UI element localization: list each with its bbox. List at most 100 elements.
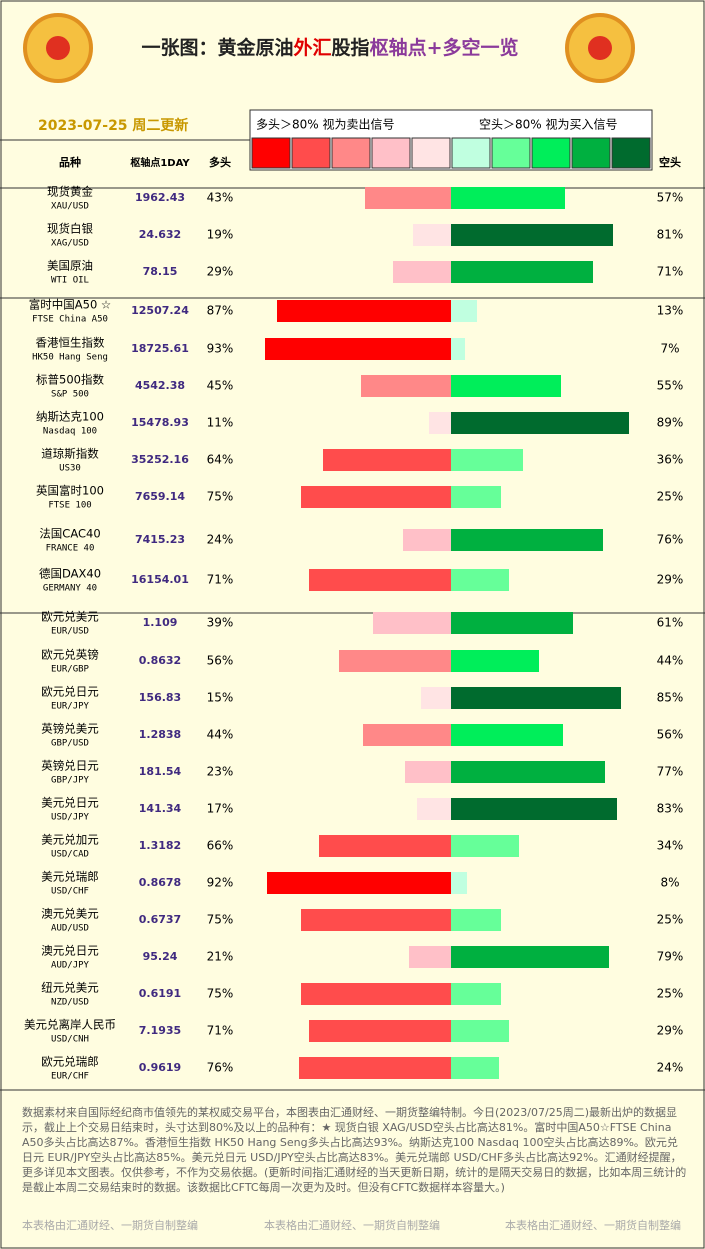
long-bar (339, 650, 451, 672)
long-bar (363, 724, 451, 746)
code: US30 (59, 464, 81, 474)
name: 欧元兑瑞郎 (41, 1055, 99, 1069)
short-bar (451, 529, 603, 551)
pivot: 16154.01 (131, 573, 189, 586)
long-bar (413, 224, 451, 246)
legend-text: 空头＞80% 视为买入信号 (479, 117, 618, 132)
short-label: 83% (657, 802, 684, 816)
pivot: 181.54 (139, 765, 182, 778)
long-label: 75% (207, 913, 234, 927)
short-bar (451, 412, 629, 434)
title: 一张图：黄金原油外汇股指枢轴点+多空一览 (142, 36, 519, 59)
short-bar (451, 798, 617, 820)
title-part: 枢轴点+多空一览 (370, 36, 519, 59)
name: 纳斯达克100 (36, 410, 104, 424)
code: S&P 500 (51, 390, 89, 400)
long-label: 44% (207, 728, 234, 742)
name: 欧元兑美元 (41, 610, 99, 624)
short-bar (451, 909, 501, 931)
long-label: 21% (207, 950, 234, 964)
column-header: 品种 (59, 155, 81, 169)
name: 澳元兑日元 (41, 944, 99, 958)
code: USD/CHF (51, 887, 89, 897)
long-bar (393, 261, 451, 283)
short-bar (451, 569, 509, 591)
name: 欧元兑日元 (41, 685, 99, 699)
long-label: 71% (207, 1024, 234, 1038)
pivot: 15478.93 (131, 416, 189, 429)
long-bar (429, 412, 451, 434)
short-bar (451, 187, 565, 209)
short-bar (451, 449, 523, 471)
long-label: 15% (207, 691, 234, 705)
long-label: 56% (207, 654, 234, 668)
pivot: 1962.43 (135, 191, 185, 204)
long-bar (309, 1020, 451, 1042)
legend-swatch (491, 137, 531, 169)
code: Nasdaq 100 (43, 427, 97, 437)
name: 富时中国A50 ☆ (29, 298, 111, 312)
pivot: 18725.61 (131, 342, 189, 355)
code: USD/CAD (51, 850, 89, 860)
long-label: 75% (207, 987, 234, 1001)
short-bar (451, 835, 519, 857)
name: 现货白银 (47, 222, 93, 236)
long-label: 24% (207, 533, 234, 547)
legend-swatch (611, 137, 651, 169)
long-bar (301, 486, 451, 508)
long-label: 19% (207, 228, 234, 242)
name: 英国富时100 (36, 484, 104, 498)
pivot: 0.6737 (139, 913, 181, 926)
code: FTSE China A50 (32, 315, 108, 325)
credit: 本表格由汇通财经、一期货自制整编 (264, 1219, 440, 1232)
credit: 本表格由汇通财经、一期货自制整编 (505, 1219, 681, 1232)
pivot: 1.2838 (139, 728, 181, 741)
code: FRANCE 40 (46, 544, 95, 554)
short-label: 57% (657, 191, 684, 205)
short-bar (451, 338, 465, 360)
name: 美元兑离岸人民币 (24, 1018, 116, 1032)
code: HK50 Hang Seng (32, 353, 108, 363)
name: 美元兑瑞郎 (41, 870, 99, 884)
code: EUR/GBP (51, 665, 90, 675)
long-bar (373, 612, 451, 634)
long-label: 87% (207, 304, 234, 318)
long-bar (277, 300, 451, 322)
short-bar (451, 612, 573, 634)
name: 纽元兑美元 (41, 981, 99, 995)
long-label: 29% (207, 265, 234, 279)
long-label: 17% (207, 802, 234, 816)
pivot: 0.8678 (139, 876, 181, 889)
pivot: 24.632 (139, 228, 181, 241)
long-label: 66% (207, 839, 234, 853)
long-label: 11% (207, 416, 234, 430)
long-bar (365, 187, 451, 209)
logo-center (588, 36, 612, 60)
pivot: 12507.24 (131, 304, 189, 317)
short-label: 34% (657, 839, 684, 853)
short-label: 89% (657, 416, 684, 430)
long-bar (405, 761, 451, 783)
name: 英镑兑美元 (41, 722, 99, 736)
name: 英镑兑日元 (41, 759, 99, 773)
name: 现货黄金 (47, 185, 93, 199)
code: GBP/JPY (51, 776, 90, 786)
pivot: 0.8632 (139, 654, 181, 667)
long-bar (301, 983, 451, 1005)
name: 香港恒生指数 (36, 336, 105, 350)
name: 澳元兑美元 (41, 907, 99, 921)
short-bar (451, 300, 477, 322)
name: 标普500指数 (36, 373, 104, 387)
legend-swatch (531, 137, 571, 169)
short-label: 8% (660, 876, 679, 890)
short-bar (451, 486, 501, 508)
long-bar (299, 1057, 451, 1079)
name: 道琼斯指数 (41, 447, 99, 461)
code: AUD/USD (51, 924, 89, 934)
code: USD/JPY (51, 813, 90, 823)
short-bar (451, 1020, 509, 1042)
footer-note: 数据素材来自国际经纪商市值领先的某权威交易平台，本图表由汇通财经、一期货整编特制… (22, 1106, 687, 1194)
legend-swatch (451, 137, 491, 169)
short-bar (451, 650, 539, 672)
